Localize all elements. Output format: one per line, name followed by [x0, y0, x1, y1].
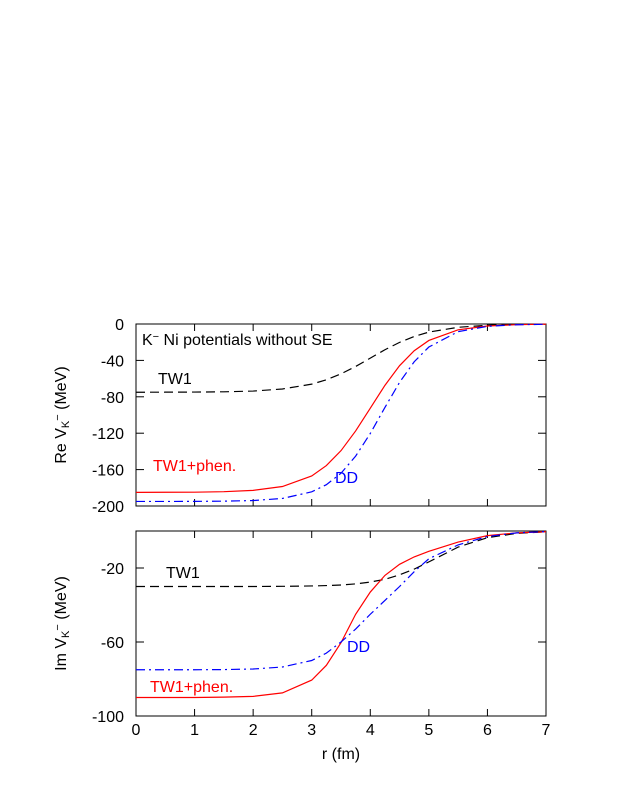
series-label: TW1 — [158, 371, 192, 388]
y-tick-label: -80 — [101, 390, 124, 407]
plot-frame — [135, 323, 547, 507]
series-label: DD — [347, 639, 370, 656]
y-axis-label-part: Im V — [53, 638, 70, 671]
y-tick-label: -200 — [92, 499, 124, 516]
series-line — [136, 530, 547, 671]
y-tick-label: -120 — [92, 426, 124, 443]
x-tick-label: 7 — [542, 722, 551, 739]
series-line — [136, 323, 547, 503]
y-axis-label-part: (MeV) — [53, 366, 70, 414]
y-tick-label: -60 — [101, 635, 124, 652]
y-axis-label-part: (MeV) — [53, 576, 70, 624]
panel: 0 1 2 3 4 5 6 7 -100 -60 -20 Im VK− (MeV) r (fm) TW1 T… — [52, 530, 551, 763]
panel-title-part: − — [153, 331, 159, 343]
panel-title-part: K — [142, 332, 153, 349]
y-tick-label: -100 — [92, 709, 124, 726]
series-line — [135, 323, 547, 493]
x-tick-label: 2 — [249, 722, 258, 739]
x-tick-label: 0 — [132, 722, 141, 739]
y-tick-label: 0 — [115, 317, 124, 334]
y-axis-label-part: − — [52, 414, 64, 420]
x-tick-label: 6 — [483, 722, 492, 739]
y-axis-label: Re VK− (MeV) — [52, 366, 72, 463]
y-axis-label-part: K — [60, 420, 72, 428]
y-axis-label: Im VK− (MeV) — [52, 576, 72, 671]
series-label: TW1+phen. — [153, 458, 236, 475]
y-tick-label: -20 — [101, 561, 124, 578]
series-label: TW1 — [166, 565, 200, 582]
panel-title: K− Ni potentials without SE — [142, 331, 333, 350]
x-tick-label: 4 — [366, 722, 375, 739]
plot-frame — [135, 530, 547, 717]
series-line — [135, 323, 547, 393]
series-line — [136, 531, 547, 588]
y-tick-label: -160 — [92, 463, 124, 480]
x-axis-label: r (fm) — [322, 746, 360, 763]
y-axis-label-part: Re V — [53, 428, 70, 464]
x-tick-label: 5 — [424, 722, 433, 739]
y-axis-label-part: − — [52, 624, 64, 630]
series-label: DD — [335, 470, 358, 487]
series-label: TW1+phen. — [150, 679, 233, 696]
series-line — [136, 531, 547, 699]
x-tick-label: 3 — [307, 722, 316, 739]
y-axis-label-part: K — [60, 630, 72, 638]
x-tick-label: 1 — [190, 722, 199, 739]
panel-title-part: Ni potentials without SE — [159, 332, 332, 349]
y-tick-label: -40 — [101, 353, 124, 370]
